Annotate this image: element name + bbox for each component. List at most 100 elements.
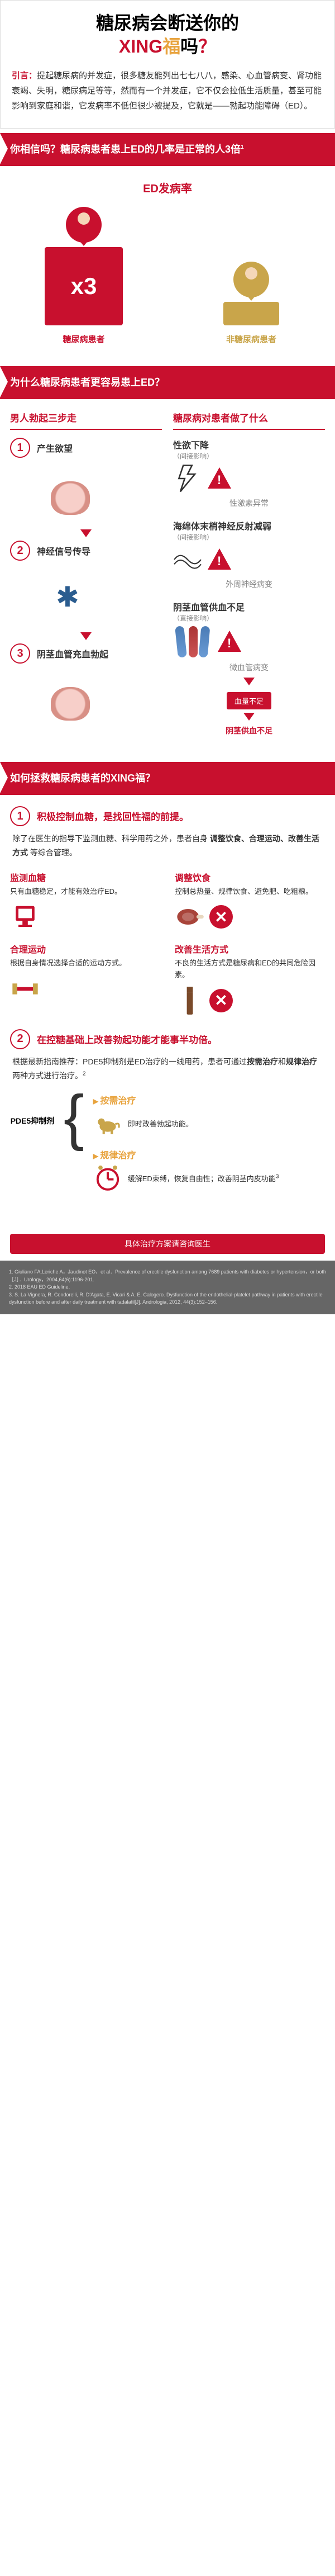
pde5-block: PDE5抑制剂 { 按需治疗 即时改善勃起功能。 规律治疗 缓解ED束缚，恢复自… bbox=[10, 1093, 325, 1202]
r2-illus bbox=[173, 545, 325, 574]
g3-title: 改善生活方式 bbox=[175, 942, 325, 955]
vessel-icon bbox=[173, 626, 212, 657]
ed-col-diabetic: x3 糖尿病患者 bbox=[11, 207, 156, 345]
p1-sup: 3 bbox=[276, 1174, 279, 1180]
r2-sub: （间接影响） bbox=[173, 532, 325, 542]
step1-text: 产生欲望 bbox=[37, 438, 73, 454]
label-non: 非糖尿病患者 bbox=[179, 333, 324, 345]
intro-paragraph: 引言：提起糖尿病的并发症，很多糖友能列出七七八八，感染、心血管病变、肾功能衰竭、… bbox=[12, 58, 323, 117]
step-2: 2 神经信号传导 bbox=[10, 541, 162, 561]
left-col: 男人勃起三步走 1 产生欲望 2 神经信号传导 3 阴茎血管充血勃起 bbox=[10, 410, 162, 746]
warn-icon-3 bbox=[218, 631, 241, 653]
howto1-head: 1 积极控制血糖，是找回性福的前提。 bbox=[10, 806, 325, 826]
howto1-desc-pre: 除了在医生的指导下监测血糖、科学用药之外，患者自身 bbox=[12, 834, 208, 843]
x3-label: x3 bbox=[71, 273, 97, 300]
hero-title: 糖尿病会断送你的 XING福吗？ bbox=[12, 12, 323, 58]
r1-title: 性欲下降 bbox=[173, 438, 325, 451]
step-3: 3 阴茎血管充血勃起 bbox=[10, 643, 162, 664]
howto2-num: 2 bbox=[10, 1029, 30, 1049]
r1-sub: （间接影响） bbox=[173, 451, 325, 461]
person-icon-diabetic bbox=[66, 207, 102, 243]
warn-icon-2 bbox=[208, 548, 231, 571]
pde5-item-1: 规律治疗 缓解ED束缚，恢复自由性；改善阴茎内皮功能3 bbox=[93, 1148, 325, 1192]
right-item-1: 性欲下降 （间接影响） 性激素异常 bbox=[173, 438, 325, 509]
howto2-pre: 根据最新指南推荐：PDE5抑制剂是ED治疗的一线用药，患者可通过 bbox=[12, 1057, 247, 1066]
hero-ma: 吗 bbox=[180, 36, 198, 56]
left-head: 男人勃起三步走 bbox=[10, 410, 162, 430]
label-diabetic: 糖尿病患者 bbox=[11, 333, 156, 345]
section1-banner: 你相信吗？糖尿病患者患上ED的几率是正常的人3倍1 bbox=[0, 133, 335, 166]
howto2-desc: 根据最新指南推荐：PDE5抑制剂是ED治疗的一线用药，患者可通过按需治疗和规律治… bbox=[10, 1055, 325, 1083]
section1-banner-text: 你相信吗？糖尿病患者患上ED的几率是正常的人3倍 bbox=[10, 144, 241, 155]
r2-warn-label: 外周神经病变 bbox=[173, 579, 325, 590]
grid-item-1: 调整饮食 控制总热量、规律饮食、避免肥、吃粗粮。 ✕ bbox=[175, 870, 325, 932]
howto1-title: 积极控制血糖，是找回性福的前提。 bbox=[37, 806, 189, 823]
p1-desc: 缓解ED束缚，恢复自由性；改善阴茎内皮功能3 bbox=[128, 1173, 279, 1183]
ed-col-non: 非糖尿病患者 bbox=[179, 262, 324, 345]
x-icon-3: ✕ bbox=[209, 989, 233, 1012]
p0-title: 按需治疗 bbox=[93, 1093, 325, 1106]
g3-desc: 不良的生活方式是糖尿病和ED的共同危险因素。 bbox=[175, 958, 325, 981]
g1-title: 调整饮食 bbox=[175, 870, 325, 884]
grid-item-2: 合理运动 根据自身情况选择合适的运动方式。 bbox=[10, 942, 160, 1016]
hero-block: 糖尿病会断送你的 XING福吗？ 引言：提起糖尿病的并发症，很多糖友能列出七七八… bbox=[0, 0, 335, 129]
g1-desc: 控制总热量、规律饮食、避免肥、吃粗粮。 bbox=[175, 886, 325, 898]
hero-fu: 福 bbox=[162, 36, 180, 56]
four-grid: 监测血糖 只有血糖稳定，才能有效治疗ED。 调整饮食 控制总热量、规律饮食、避免… bbox=[10, 870, 325, 1016]
num-2: 2 bbox=[10, 541, 30, 561]
brain-illus-1 bbox=[37, 470, 104, 526]
r3-final: 阴茎供血不足 bbox=[173, 725, 325, 736]
bar-diabetic: x3 bbox=[45, 247, 123, 325]
grid-item-0: 监测血糖 只有血糖稳定，才能有效治疗ED。 bbox=[10, 870, 160, 932]
g2-desc: 根据自身情况选择合适的运动方式。 bbox=[10, 958, 160, 969]
g0-desc: 只有血糖稳定，才能有效治疗ED。 bbox=[10, 886, 160, 898]
r2-title: 海绵体末梢神经反射减弱 bbox=[173, 519, 325, 532]
howto1-desc-post: 等综合管理。 bbox=[30, 848, 77, 857]
g0-title: 监测血糖 bbox=[10, 870, 160, 884]
lightning-icon bbox=[173, 464, 202, 493]
right-col: 糖尿病对患者做了什么 性欲下降 （间接影响） 性激素异常 海绵体末梢神经反射减弱… bbox=[173, 410, 325, 746]
bracket-icon: { bbox=[64, 1093, 84, 1142]
r1-illus bbox=[173, 464, 325, 493]
clock-icon bbox=[93, 1163, 122, 1192]
howto2-title: 在控糖基础上改善勃起功能才能事半功倍。 bbox=[37, 1029, 217, 1046]
ed-compare-row: x3 糖尿病患者 非糖尿病患者 bbox=[11, 207, 324, 345]
pde5-left: PDE5抑制剂 bbox=[10, 1093, 55, 1126]
p1-desc-text: 缓解ED束缚，恢复自由性；改善阴茎内皮功能 bbox=[128, 1175, 276, 1183]
pde5-label: PDE5抑制剂 bbox=[10, 1115, 55, 1126]
ref-3: 3. S. La Vignera, R. Condorelli, R. D'Ag… bbox=[9, 1291, 326, 1306]
bottle-icon bbox=[175, 986, 205, 1016]
bar-non bbox=[223, 302, 279, 325]
meat-icon bbox=[175, 902, 205, 932]
pde5-right: 按需治疗 即时改善勃起功能。 规律治疗 缓解ED束缚，恢复自由性；改善阴茎内皮功… bbox=[93, 1093, 325, 1202]
r3-sub: （直接影响） bbox=[173, 613, 325, 623]
p1-title: 规律治疗 bbox=[93, 1148, 325, 1161]
howto2-b2: 规律治疗 bbox=[286, 1057, 317, 1066]
hero-line1: 糖尿病会断送你的 bbox=[96, 13, 239, 33]
section3-banner: 如何拯救糖尿病患者的XING福？ bbox=[0, 762, 335, 795]
howto2-mid: 和 bbox=[278, 1057, 286, 1066]
num-3: 3 bbox=[10, 643, 30, 664]
howto1-desc: 除了在医生的指导下监测血糖、科学用药之外，患者自身 调整饮食、合理运动、改善生活… bbox=[10, 832, 325, 860]
head-vessel-illus bbox=[37, 676, 104, 732]
ref-1: 1. Giuliano FA,Leriche A，Jaudinot EO，et … bbox=[9, 1268, 326, 1284]
step-1: 1 产生欲望 bbox=[10, 438, 162, 458]
pde5-item-0: 按需治疗 即时改善勃起功能。 bbox=[93, 1093, 325, 1138]
hero-q: ？ bbox=[198, 36, 216, 56]
howto-body: 1 积极控制血糖，是找回性福的前提。 除了在医生的指导下监测血糖、科学用药之外，… bbox=[0, 795, 335, 1227]
step3-text: 阴茎血管充血勃起 bbox=[37, 643, 108, 660]
neuron-illus bbox=[37, 573, 104, 629]
g2-row bbox=[10, 974, 160, 1004]
arrow-down-r3b bbox=[243, 713, 255, 721]
dog-icon bbox=[93, 1109, 122, 1138]
section2-banner: 为什么糖尿病患者更容易患上ED？ bbox=[0, 366, 335, 399]
r3-title: 阴茎血管供血不足 bbox=[173, 600, 325, 613]
x-icon-1: ✕ bbox=[209, 905, 233, 929]
ed-rate-title: ED发病率 bbox=[11, 179, 324, 196]
section2-banner-text: 为什么糖尿病患者更容易患上ED？ bbox=[10, 377, 165, 388]
r1-warn-label: 性激素异常 bbox=[173, 498, 325, 509]
howto2-head: 2 在控糖基础上改善勃起功能才能事半功倍。 bbox=[10, 1029, 325, 1049]
howto-step-1: 1 积极控制血糖，是找回性福的前提。 除了在医生的指导下监测血糖、科学用药之外，… bbox=[10, 806, 325, 1016]
g0-row bbox=[10, 902, 160, 932]
grid-item-3: 改善生活方式 不良的生活方式是糖尿病和ED的共同危险因素。 ✕ bbox=[175, 942, 325, 1016]
